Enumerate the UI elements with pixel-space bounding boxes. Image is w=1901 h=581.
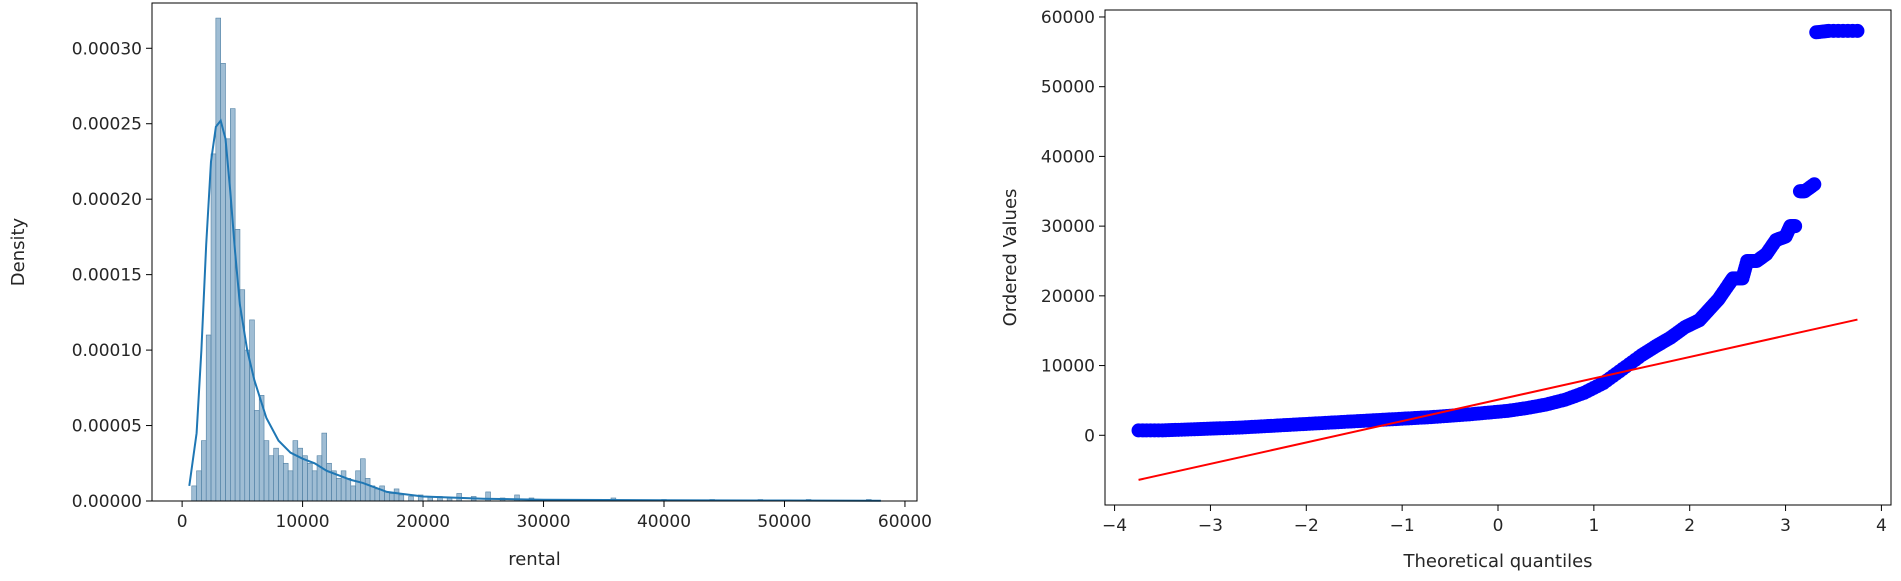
histogram-bar <box>360 458 366 502</box>
histogram-bar <box>249 319 255 502</box>
qq-x-tick-label: −3 <box>1198 516 1223 536</box>
histogram-bar <box>273 447 279 502</box>
histogram-bar <box>302 455 308 502</box>
histogram-bar <box>215 17 221 502</box>
histogram-bar <box>331 470 337 502</box>
qq-y-tick-label: 40000 <box>1041 147 1095 167</box>
histogram-x-tick-label: 30000 <box>516 512 570 532</box>
histogram-y-tick-label: 0.00025 <box>72 115 142 135</box>
qq-x-axis-label: Theoretical quantiles <box>1402 551 1592 572</box>
histogram-x-tick-label: 50000 <box>757 512 811 532</box>
histogram-bar <box>196 470 202 502</box>
histogram-bar <box>336 478 342 502</box>
histogram-bar <box>268 455 274 502</box>
histogram-bar <box>278 455 284 502</box>
histogram-bar <box>379 485 385 502</box>
histogram-bar <box>316 455 323 502</box>
qq-x-tick-label: −4 <box>1102 516 1127 536</box>
histogram-y-tick-label: 0.00020 <box>72 190 142 210</box>
histogram-bar <box>398 494 405 502</box>
histogram-bar <box>230 108 236 502</box>
histogram-bar <box>254 410 260 502</box>
histogram-bar <box>326 462 332 502</box>
density-histogram-chart: 0 10000 20000 30000 40000 50000 60000 0.000000… <box>8 2 932 570</box>
qq-x-tick-label: 1 <box>1588 516 1599 536</box>
histogram-x-tick-label: 60000 <box>878 512 932 532</box>
probability-plot-chart: −4 −3 −2 −1 0 1 2 3 4 0 10000 20000 30000 40000 50000… <box>1000 8 1892 572</box>
qq-x-tick-label: 4 <box>1876 516 1887 536</box>
histogram-bar <box>311 470 318 502</box>
histogram-bar <box>340 470 347 502</box>
histogram-bar <box>393 488 400 502</box>
histogram-bar <box>408 496 414 502</box>
histogram-y-tick-label: 0.00000 <box>72 492 142 512</box>
histogram-y-tick-label: 0.00010 <box>72 341 142 361</box>
histogram-bar <box>364 478 371 502</box>
histogram-bars <box>191 17 872 502</box>
qq-point <box>1845 23 1860 38</box>
histogram-bar <box>205 334 212 502</box>
qq-point <box>1805 178 1820 193</box>
histogram-bar <box>191 485 197 502</box>
histogram-x-tick-label: 0 <box>177 512 188 532</box>
qq-y-tick-label: 20000 <box>1041 287 1095 307</box>
qq-x-tick-label: 0 <box>1493 516 1504 536</box>
histogram-y-ticks: 0.00000 0.00005 0.00010 0.00015 0.00020 0.000… <box>72 39 152 512</box>
qq-x-tick-label: 3 <box>1780 516 1791 536</box>
histogram-bar <box>201 440 207 502</box>
qq-points <box>1131 23 1865 438</box>
qq-y-tick-label: 0 <box>1084 426 1095 446</box>
histogram-bar <box>283 462 289 502</box>
histogram-x-tick-label: 40000 <box>637 512 691 532</box>
histogram-y-tick-label: 0.00030 <box>72 39 142 59</box>
qq-y-tick-label: 30000 <box>1041 217 1095 237</box>
histogram-y-tick-label: 0.00005 <box>72 417 142 437</box>
histogram-x-tick-label: 20000 <box>396 512 450 532</box>
qq-y-tick-label: 50000 <box>1041 78 1095 98</box>
histogram-x-axis-label: rental <box>508 549 561 570</box>
histogram-y-tick-label: 0.00015 <box>72 266 142 286</box>
histogram-x-tick-label: 10000 <box>276 512 330 532</box>
histogram-bar <box>287 470 294 502</box>
histogram-bar <box>355 470 361 502</box>
histogram-y-axis-label: Density <box>8 217 29 286</box>
qq-y-ticks: 0 10000 20000 30000 40000 50000 60000 <box>1041 8 1105 446</box>
qq-y-tick-label: 10000 <box>1041 357 1095 377</box>
histogram-bar <box>321 432 327 502</box>
histogram-bar <box>307 462 313 502</box>
kde-curve <box>188 118 881 502</box>
histogram-bar <box>292 440 299 502</box>
histogram-axes-frame <box>151 2 918 502</box>
qq-y-axis-label: Ordered Values <box>1000 189 1021 327</box>
qq-x-tick-label: −1 <box>1390 516 1415 536</box>
qq-y-tick-label: 60000 <box>1041 8 1095 28</box>
qq-x-tick-label: 2 <box>1684 516 1695 536</box>
histogram-bar <box>384 491 390 502</box>
histogram-bar <box>345 478 352 502</box>
histogram-bar <box>263 440 270 502</box>
qq-x-ticks: −4 −3 −2 −1 0 1 2 3 4 <box>1102 505 1887 536</box>
histogram-bar <box>244 349 250 502</box>
histogram-bar <box>374 488 380 502</box>
qq-point <box>1787 219 1802 234</box>
qq-x-tick-label: −2 <box>1294 516 1319 536</box>
histogram-bar <box>350 485 356 502</box>
histogram-x-ticks: 0 10000 20000 30000 40000 50000 60000 <box>177 501 932 532</box>
qq-fit-line <box>1138 318 1858 481</box>
histogram-bar <box>210 153 217 502</box>
histogram-bar <box>389 493 395 502</box>
